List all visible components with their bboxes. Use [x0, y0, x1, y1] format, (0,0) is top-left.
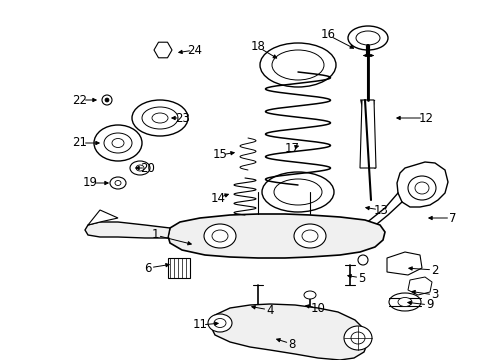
Ellipse shape — [130, 161, 150, 175]
Text: 4: 4 — [265, 303, 273, 316]
Ellipse shape — [357, 255, 367, 265]
Ellipse shape — [350, 332, 364, 344]
Text: 9: 9 — [426, 298, 433, 311]
Text: 14: 14 — [210, 192, 225, 204]
Polygon shape — [88, 210, 118, 225]
Text: 3: 3 — [430, 288, 438, 302]
Polygon shape — [85, 222, 170, 238]
Ellipse shape — [132, 100, 187, 136]
Text: 2: 2 — [430, 264, 438, 276]
Ellipse shape — [104, 133, 132, 153]
Ellipse shape — [262, 172, 333, 212]
Ellipse shape — [110, 177, 126, 189]
Polygon shape — [168, 258, 190, 278]
Polygon shape — [209, 304, 367, 360]
Text: 21: 21 — [72, 136, 87, 149]
Ellipse shape — [105, 98, 109, 102]
Text: 1: 1 — [151, 229, 159, 242]
Text: 18: 18 — [250, 40, 265, 54]
Polygon shape — [386, 252, 421, 275]
Text: 5: 5 — [358, 271, 365, 284]
Ellipse shape — [273, 179, 321, 205]
Text: 10: 10 — [310, 302, 325, 315]
Ellipse shape — [102, 95, 112, 105]
Ellipse shape — [271, 50, 324, 80]
Text: 20: 20 — [140, 162, 155, 175]
Ellipse shape — [260, 43, 335, 87]
Ellipse shape — [207, 314, 231, 332]
Ellipse shape — [212, 230, 227, 242]
Text: 7: 7 — [448, 211, 456, 225]
Ellipse shape — [407, 176, 435, 200]
Text: 12: 12 — [418, 112, 433, 125]
Text: 24: 24 — [187, 44, 202, 57]
Ellipse shape — [159, 46, 167, 54]
Ellipse shape — [214, 319, 225, 328]
Text: 16: 16 — [320, 28, 335, 41]
Polygon shape — [407, 277, 431, 295]
Text: 13: 13 — [373, 203, 387, 216]
Ellipse shape — [152, 113, 168, 123]
Ellipse shape — [94, 125, 142, 161]
Ellipse shape — [115, 180, 121, 185]
Ellipse shape — [414, 182, 428, 194]
Ellipse shape — [136, 165, 143, 171]
Text: 22: 22 — [72, 94, 87, 107]
Text: 19: 19 — [82, 176, 97, 189]
Ellipse shape — [347, 26, 387, 50]
Ellipse shape — [304, 291, 315, 299]
Polygon shape — [168, 214, 384, 258]
Ellipse shape — [293, 224, 325, 248]
Text: 6: 6 — [144, 261, 151, 274]
Ellipse shape — [388, 293, 420, 311]
Text: 8: 8 — [288, 338, 295, 351]
Ellipse shape — [355, 31, 379, 45]
Ellipse shape — [343, 326, 371, 350]
Ellipse shape — [304, 311, 315, 319]
Polygon shape — [359, 100, 375, 168]
Text: 11: 11 — [192, 319, 207, 332]
Text: 23: 23 — [175, 112, 190, 125]
Ellipse shape — [142, 107, 178, 129]
Ellipse shape — [397, 297, 411, 306]
Polygon shape — [396, 162, 447, 207]
Ellipse shape — [112, 139, 124, 148]
Text: 17: 17 — [284, 141, 299, 154]
Text: 15: 15 — [212, 148, 227, 162]
Ellipse shape — [203, 224, 236, 248]
Ellipse shape — [302, 230, 317, 242]
